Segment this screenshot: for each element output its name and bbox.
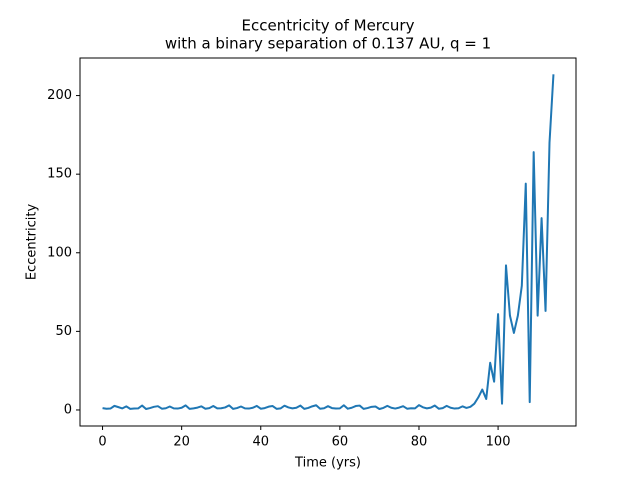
x-tick-label: 40	[252, 435, 269, 450]
data-line	[102, 74, 555, 411]
plot-frame	[79, 57, 577, 427]
chart-title: Eccentricity of Mercury	[242, 17, 415, 35]
x-axis-label: Time (yrs)	[294, 456, 361, 471]
y-axis-label: Eccentricity	[25, 204, 40, 281]
x-tick-label: 80	[411, 435, 428, 450]
y-tick-label: 50	[55, 324, 72, 339]
x-tick-label: 100	[486, 435, 511, 450]
x-tick-label: 20	[173, 435, 190, 450]
y-tick-label: 200	[47, 88, 72, 103]
x-tick-label: 0	[98, 435, 106, 450]
chart-subtitle: with a binary separation of 0.137 AU, q …	[165, 35, 491, 53]
x-tick-label: 60	[332, 435, 349, 450]
y-tick-label: 150	[47, 167, 72, 182]
y-tick-label: 0	[64, 402, 72, 417]
y-tick-label: 100	[47, 245, 72, 260]
